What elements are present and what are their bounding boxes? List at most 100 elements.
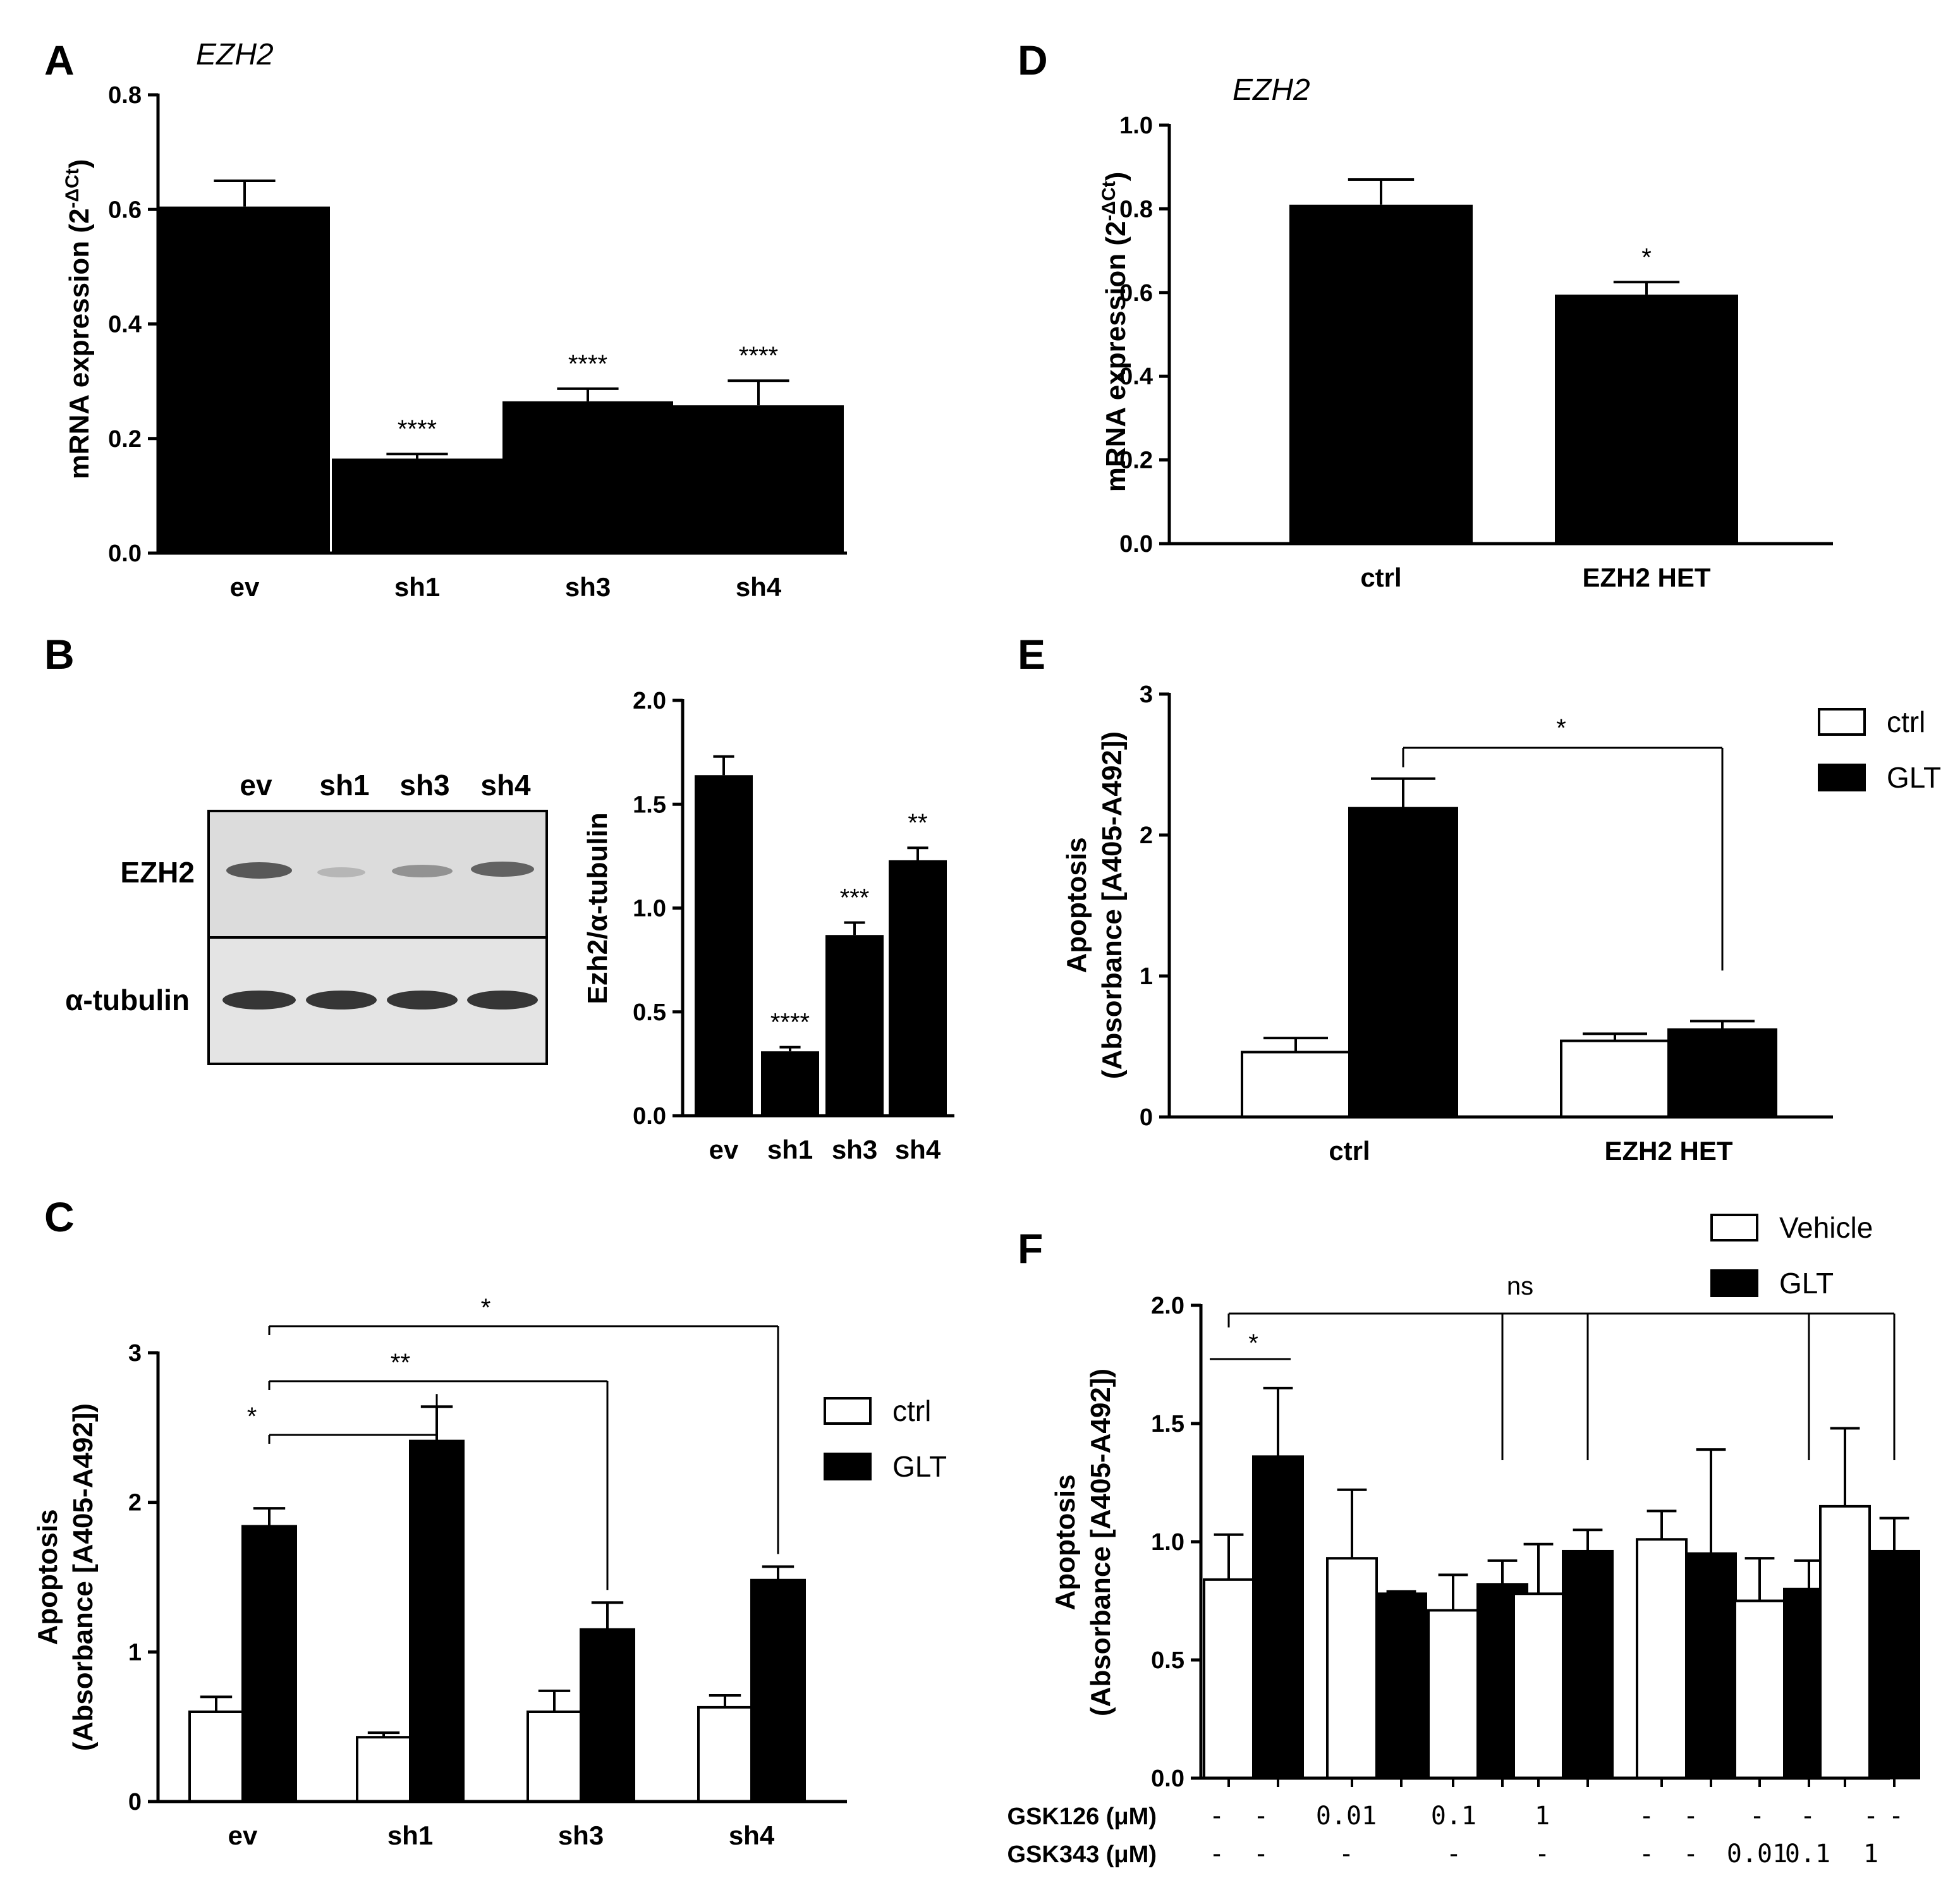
panel-f-bar-glt-3	[1562, 1549, 1614, 1779]
panel-f-legend-swatch-glt	[1710, 1269, 1758, 1297]
panel-d-significance-label: *	[1641, 243, 1652, 271]
blot-band	[306, 991, 377, 1009]
panel-c-bar-ctrl-1	[356, 1736, 411, 1803]
panel-b-y-tick-label: 1.5	[633, 791, 666, 818]
panel-b-bar-ev	[695, 775, 753, 1116]
blot-band	[387, 991, 458, 1009]
treatment-cell: -	[1253, 1802, 1269, 1831]
panel-a-gene-title: EZH2	[196, 38, 274, 71]
panel-d-x-tick-label: EZH2 HET	[1582, 563, 1710, 592]
blot-band	[222, 991, 296, 1009]
panel-b-y-tick-label: 0.5	[633, 999, 666, 1026]
panel-letter-b: B	[44, 631, 75, 678]
panel-a-x-tick-label: sh3	[565, 572, 611, 602]
panel-f-bar-vehicle-6	[1819, 1504, 1871, 1779]
panel-f-bar-vehicle-3	[1513, 1592, 1564, 1780]
panel-d-bar-ctrl	[1289, 204, 1473, 544]
panel-e-legend-swatch-glt	[1818, 764, 1866, 791]
treatment-cell: -	[1209, 1802, 1224, 1831]
panel-letter-c: C	[44, 1193, 75, 1240]
panel-d-y-tick-label: 0.0	[1119, 531, 1153, 558]
panel-letter-a: A	[44, 37, 75, 83]
blot-lane-sh3: sh3	[399, 769, 449, 802]
panel-c-y-tick-label: 1	[128, 1639, 142, 1666]
panel-b-bar-sh4	[889, 860, 947, 1116]
panel-e-bar-ctrl-0	[1241, 1051, 1351, 1119]
panel-c-y-axis-label-line2: (Absorbance [A405-A492])	[68, 1403, 99, 1751]
panel-c-bar-glt-1	[409, 1439, 465, 1803]
panel-letter-d: D	[1018, 37, 1048, 83]
panel-f-ns-label: ns	[1507, 1272, 1533, 1300]
panel-a-y-tick-label: 0.0	[108, 540, 142, 567]
treatment-cell: -	[1446, 1839, 1461, 1869]
panel-a-bar-sh4	[673, 405, 844, 553]
blot-lane-ev: ev	[240, 769, 272, 802]
panel-b-y-tick-label: 2.0	[633, 688, 666, 714]
treatment-cell: -	[1800, 1802, 1815, 1831]
panel-f-legend-label: GLT	[1779, 1267, 1834, 1300]
panel-c-x-tick-label: ev	[228, 1821, 258, 1850]
panel-f-y-tick-label: 1.5	[1151, 1411, 1184, 1437]
panel-f-bar-glt-0	[1252, 1455, 1304, 1780]
panel-a-y-tick-label: 0.4	[108, 312, 142, 338]
panel-f-legend-label: Vehicle	[1779, 1211, 1873, 1244]
panel-c-y-tick-label: 3	[128, 1340, 142, 1367]
panel-c-legend-swatch-glt	[824, 1453, 872, 1480]
western-blot: ev sh1 sh3 sh4 EZH2 α-tubulin	[65, 769, 548, 1065]
panel-e-y-tick-label: 3	[1140, 681, 1153, 708]
panel-f-y-axis-label-line1: Apoptosis	[1050, 1474, 1081, 1610]
panel-c-legend-swatch-ctrl	[824, 1397, 872, 1425]
treatment-cell: 0.1	[1785, 1839, 1830, 1869]
blot-lane-sh4: sh4	[480, 769, 531, 802]
treatment-cell: 0.01	[1316, 1802, 1377, 1831]
panel-c-x-tick-label: sh4	[729, 1821, 775, 1850]
panel-e-bracket-label: *	[1556, 714, 1566, 742]
panel-c-x-tick-label: sh1	[387, 1821, 433, 1850]
panel-b-bar-sh3	[825, 935, 884, 1116]
treatment-cell: -	[1750, 1802, 1765, 1831]
panel-a-bar-sh3	[502, 401, 673, 553]
treatment-row-gsk343-label: GSK343 (μM)	[1007, 1841, 1157, 1868]
panel-letter-f: F	[1018, 1225, 1043, 1272]
panel-a-bar-sh1	[332, 458, 502, 553]
panel-c-bar-glt-3	[750, 1578, 806, 1803]
panel-f-star-label: *	[1248, 1329, 1258, 1357]
treatment-cell: -	[1639, 1802, 1654, 1831]
panel-b-significance-label: ****	[770, 1009, 810, 1037]
panel-e-legend-label: GLT	[1887, 761, 1941, 794]
panel-f-bar-glt-6	[1868, 1549, 1920, 1779]
panel-a-y-tick-label: 0.8	[108, 82, 142, 109]
blot-row-ezh2: EZH2	[120, 856, 195, 889]
panel-a-y-tick-label: 0.2	[108, 426, 142, 453]
panel-c-y-tick-label: 2	[128, 1490, 142, 1516]
panel-e-y-tick-label: 2	[1140, 822, 1153, 849]
treatment-row-gsk126-label: GSK126 (μM)	[1007, 1803, 1157, 1830]
panel-e-legend-swatch-ctrl	[1818, 708, 1866, 736]
treatment-cell: -	[1209, 1839, 1224, 1869]
panel-c-x-tick-label: sh3	[558, 1821, 604, 1850]
panel-d-y-tick-label: 0.8	[1119, 196, 1153, 223]
panel-e-x-tick-label: ctrl	[1329, 1136, 1370, 1166]
treatment-cell: -	[1889, 1802, 1904, 1831]
treatment-cell: -	[1253, 1839, 1269, 1869]
panel-f-y-tick-label: 0.0	[1151, 1766, 1184, 1792]
treatment-cell: 1	[1535, 1802, 1550, 1831]
panel-c-legend-label: ctrl	[892, 1394, 931, 1427]
panel-b-x-tick-label: ev	[709, 1135, 739, 1164]
panel-f-bar-glt-1	[1375, 1592, 1427, 1780]
panel-c-bar-ctrl-3	[697, 1705, 753, 1803]
panel-d-y-tick-label: 0.2	[1119, 448, 1153, 474]
panel-d-y-tick-label: 1.0	[1119, 113, 1153, 139]
panel-d-x-tick-label: ctrl	[1360, 563, 1401, 592]
panel-f-treatment-table: GSK126 (μM) GSK343 (μM) - -0.01 0.1 1- - - - - -…	[1007, 1802, 1904, 1869]
panel-b-y-tick-label: 1.0	[633, 896, 666, 922]
panel-a-x-tick-label: sh4	[736, 572, 782, 602]
panel-a-y-axis-label: mRNA expression (2-ΔCt)	[62, 159, 95, 480]
panel-e-y-axis-label-line1: Apoptosis	[1061, 837, 1092, 973]
panel-f-y-tick-label: 0.5	[1151, 1647, 1184, 1674]
panel-b-x-tick-label: sh1	[767, 1135, 813, 1164]
blot-band	[467, 991, 538, 1009]
panel-d-gene-title: EZH2	[1233, 73, 1310, 107]
treatment-cell: -	[1863, 1802, 1878, 1831]
